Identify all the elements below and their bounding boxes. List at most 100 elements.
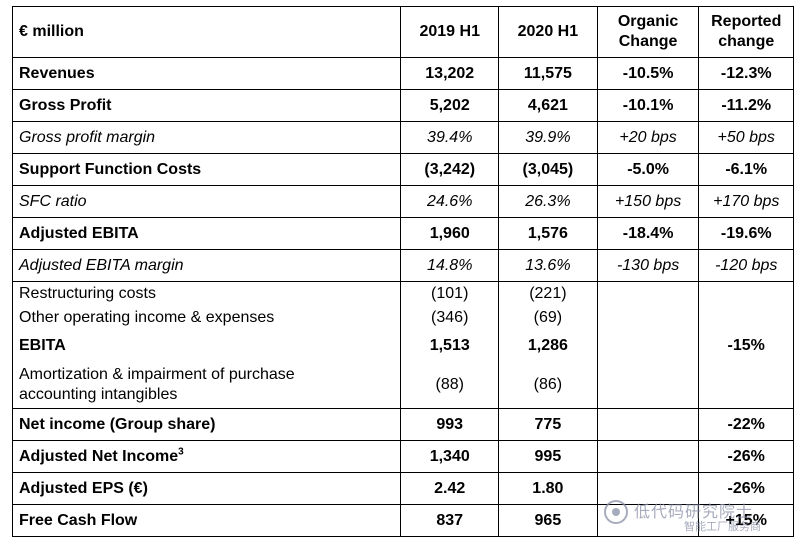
header-label: € million: [11, 6, 402, 58]
row-label: Adjusted EBITA margin: [11, 249, 402, 282]
cell-reported: [698, 362, 794, 409]
cell-2020: 26.3%: [498, 185, 598, 218]
row-label: Support Function Costs: [11, 153, 402, 186]
cell-2020: (86): [498, 362, 598, 409]
cell-organic: [596, 330, 700, 362]
row-label: EBITA: [11, 330, 402, 362]
cell-organic: -5.0%: [596, 153, 700, 186]
cell-reported: -26%: [698, 440, 794, 473]
header-row: € million 2019 H1 2020 H1 Organic Change…: [11, 6, 794, 58]
header-2020h1: 2020 H1: [498, 6, 598, 58]
cell-reported: -15%: [698, 330, 794, 362]
cell-reported: -11.2%: [698, 89, 794, 122]
cell-reported: [698, 306, 794, 330]
table-row-adjusted-ebita: Adjusted EBITA 1,960 1,576 -18.4% -19.6%: [11, 217, 794, 250]
table-row-free-cash-flow: Free Cash Flow 837 965 +15%: [11, 504, 794, 537]
cell-2020: 11,575: [498, 57, 598, 90]
cell-organic: [596, 472, 700, 505]
cell-reported: [698, 281, 794, 306]
cell-organic: +20 bps: [596, 121, 700, 154]
table-row-gross-profit: Gross Profit 5,202 4,621 -10.1% -11.2%: [11, 89, 794, 122]
cell-2020: 13.6%: [498, 249, 598, 282]
table-row-restructuring-costs: Restructuring costs (101) (221): [11, 281, 794, 306]
row-label: Net income (Group share): [11, 408, 402, 441]
row-label: Revenues: [11, 57, 402, 90]
cell-organic: -10.1%: [596, 89, 700, 122]
cell-2019: 24.6%: [400, 185, 500, 218]
header-organic-change: Organic Change: [596, 6, 700, 58]
cell-2019: 5,202: [400, 89, 500, 122]
cell-organic: +150 bps: [596, 185, 700, 218]
financial-table: € million 2019 H1 2020 H1 Organic Change…: [11, 6, 794, 537]
cell-2019: (3,242): [400, 153, 500, 186]
cell-2020: 4,621: [498, 89, 598, 122]
cell-organic: [596, 408, 700, 441]
row-label: Restructuring costs: [11, 281, 402, 306]
cell-reported: -22%: [698, 408, 794, 441]
cell-organic: [596, 362, 700, 409]
row-label: Amortization & impairment of purchase ac…: [11, 362, 402, 409]
cell-2020: 775: [498, 408, 598, 441]
row-label: Gross Profit: [11, 89, 402, 122]
cell-reported: +50 bps: [698, 121, 794, 154]
table-row-adjusted-net-income: Adjusted Net Income3 1,340 995 -26%: [11, 440, 794, 473]
table-row-support-function-costs: Support Function Costs (3,242) (3,045) -…: [11, 153, 794, 186]
table-row-gross-profit-margin: Gross profit margin 39.4% 39.9% +20 bps …: [11, 121, 794, 154]
header-organic-line1: Organic: [617, 13, 679, 30]
cell-2019: 2.42: [400, 472, 500, 505]
table-row-adjusted-eps: Adjusted EPS (€) 2.42 1.80 -26%: [11, 472, 794, 505]
row-label: Adjusted Net Income3: [11, 440, 402, 473]
cell-2019: (88): [400, 362, 500, 409]
row-label: Gross profit margin: [11, 121, 402, 154]
cell-2019: 837: [400, 504, 500, 537]
cell-reported: +15%: [698, 504, 794, 537]
cell-2019: 1,960: [400, 217, 500, 250]
cell-2020: 39.9%: [498, 121, 598, 154]
footnote-marker: 3: [178, 446, 184, 458]
cell-2019: (101): [400, 281, 500, 306]
cell-organic: -10.5%: [596, 57, 700, 90]
cell-organic: -18.4%: [596, 217, 700, 250]
header-reported-line1: Reported: [711, 13, 782, 30]
table-row-net-income: Net income (Group share) 993 775 -22%: [11, 408, 794, 441]
cell-2020: 965: [498, 504, 598, 537]
cell-2019: (346): [400, 306, 500, 330]
cell-reported: +170 bps: [698, 185, 794, 218]
cell-reported: -120 bps: [698, 249, 794, 282]
table-row-other-operating-income: Other operating income & expenses (346) …: [11, 306, 794, 330]
cell-2019: 1,513: [400, 330, 500, 362]
header-2019h1: 2019 H1: [400, 6, 500, 58]
cell-2020: 1,286: [498, 330, 598, 362]
cell-reported: -19.6%: [698, 217, 794, 250]
cell-2020: (3,045): [498, 153, 598, 186]
cell-reported: -12.3%: [698, 57, 794, 90]
cell-organic: [596, 440, 700, 473]
header-reported-line2: change: [718, 33, 775, 50]
cell-2020: (69): [498, 306, 598, 330]
cell-2019: 14.8%: [400, 249, 500, 282]
cell-2019: 1,340: [400, 440, 500, 473]
row-label: Free Cash Flow: [11, 504, 402, 537]
table-row-amortization: Amortization & impairment of purchase ac…: [11, 362, 794, 409]
table-row-revenues: Revenues 13,202 11,575 -10.5% -12.3%: [11, 57, 794, 90]
header-organic-line2: Change: [618, 33, 678, 50]
cell-2020: (221): [498, 281, 598, 306]
row-label: Other operating income & expenses: [11, 306, 402, 330]
row-label-text: Adjusted Net Income: [19, 447, 179, 465]
row-label: Adjusted EBITA: [11, 217, 402, 250]
cell-2020: 1,576: [498, 217, 598, 250]
cell-2019: 39.4%: [400, 121, 500, 154]
cell-organic: -130 bps: [596, 249, 700, 282]
cell-2019: 13,202: [400, 57, 500, 90]
table-row-ebita: EBITA 1,513 1,286 -15%: [11, 330, 794, 362]
cell-organic: [596, 306, 700, 330]
header-reported-change: Reported change: [698, 6, 794, 58]
table-row-sfc-ratio: SFC ratio 24.6% 26.3% +150 bps +170 bps: [11, 185, 794, 218]
cell-2020: 1.80: [498, 472, 598, 505]
row-label: SFC ratio: [11, 185, 402, 218]
cell-organic: [596, 504, 700, 537]
row-label-line2: accounting intangibles: [19, 386, 178, 403]
row-label: Adjusted EPS (€): [11, 472, 402, 505]
cell-2020: 995: [498, 440, 598, 473]
cell-reported: -6.1%: [698, 153, 794, 186]
